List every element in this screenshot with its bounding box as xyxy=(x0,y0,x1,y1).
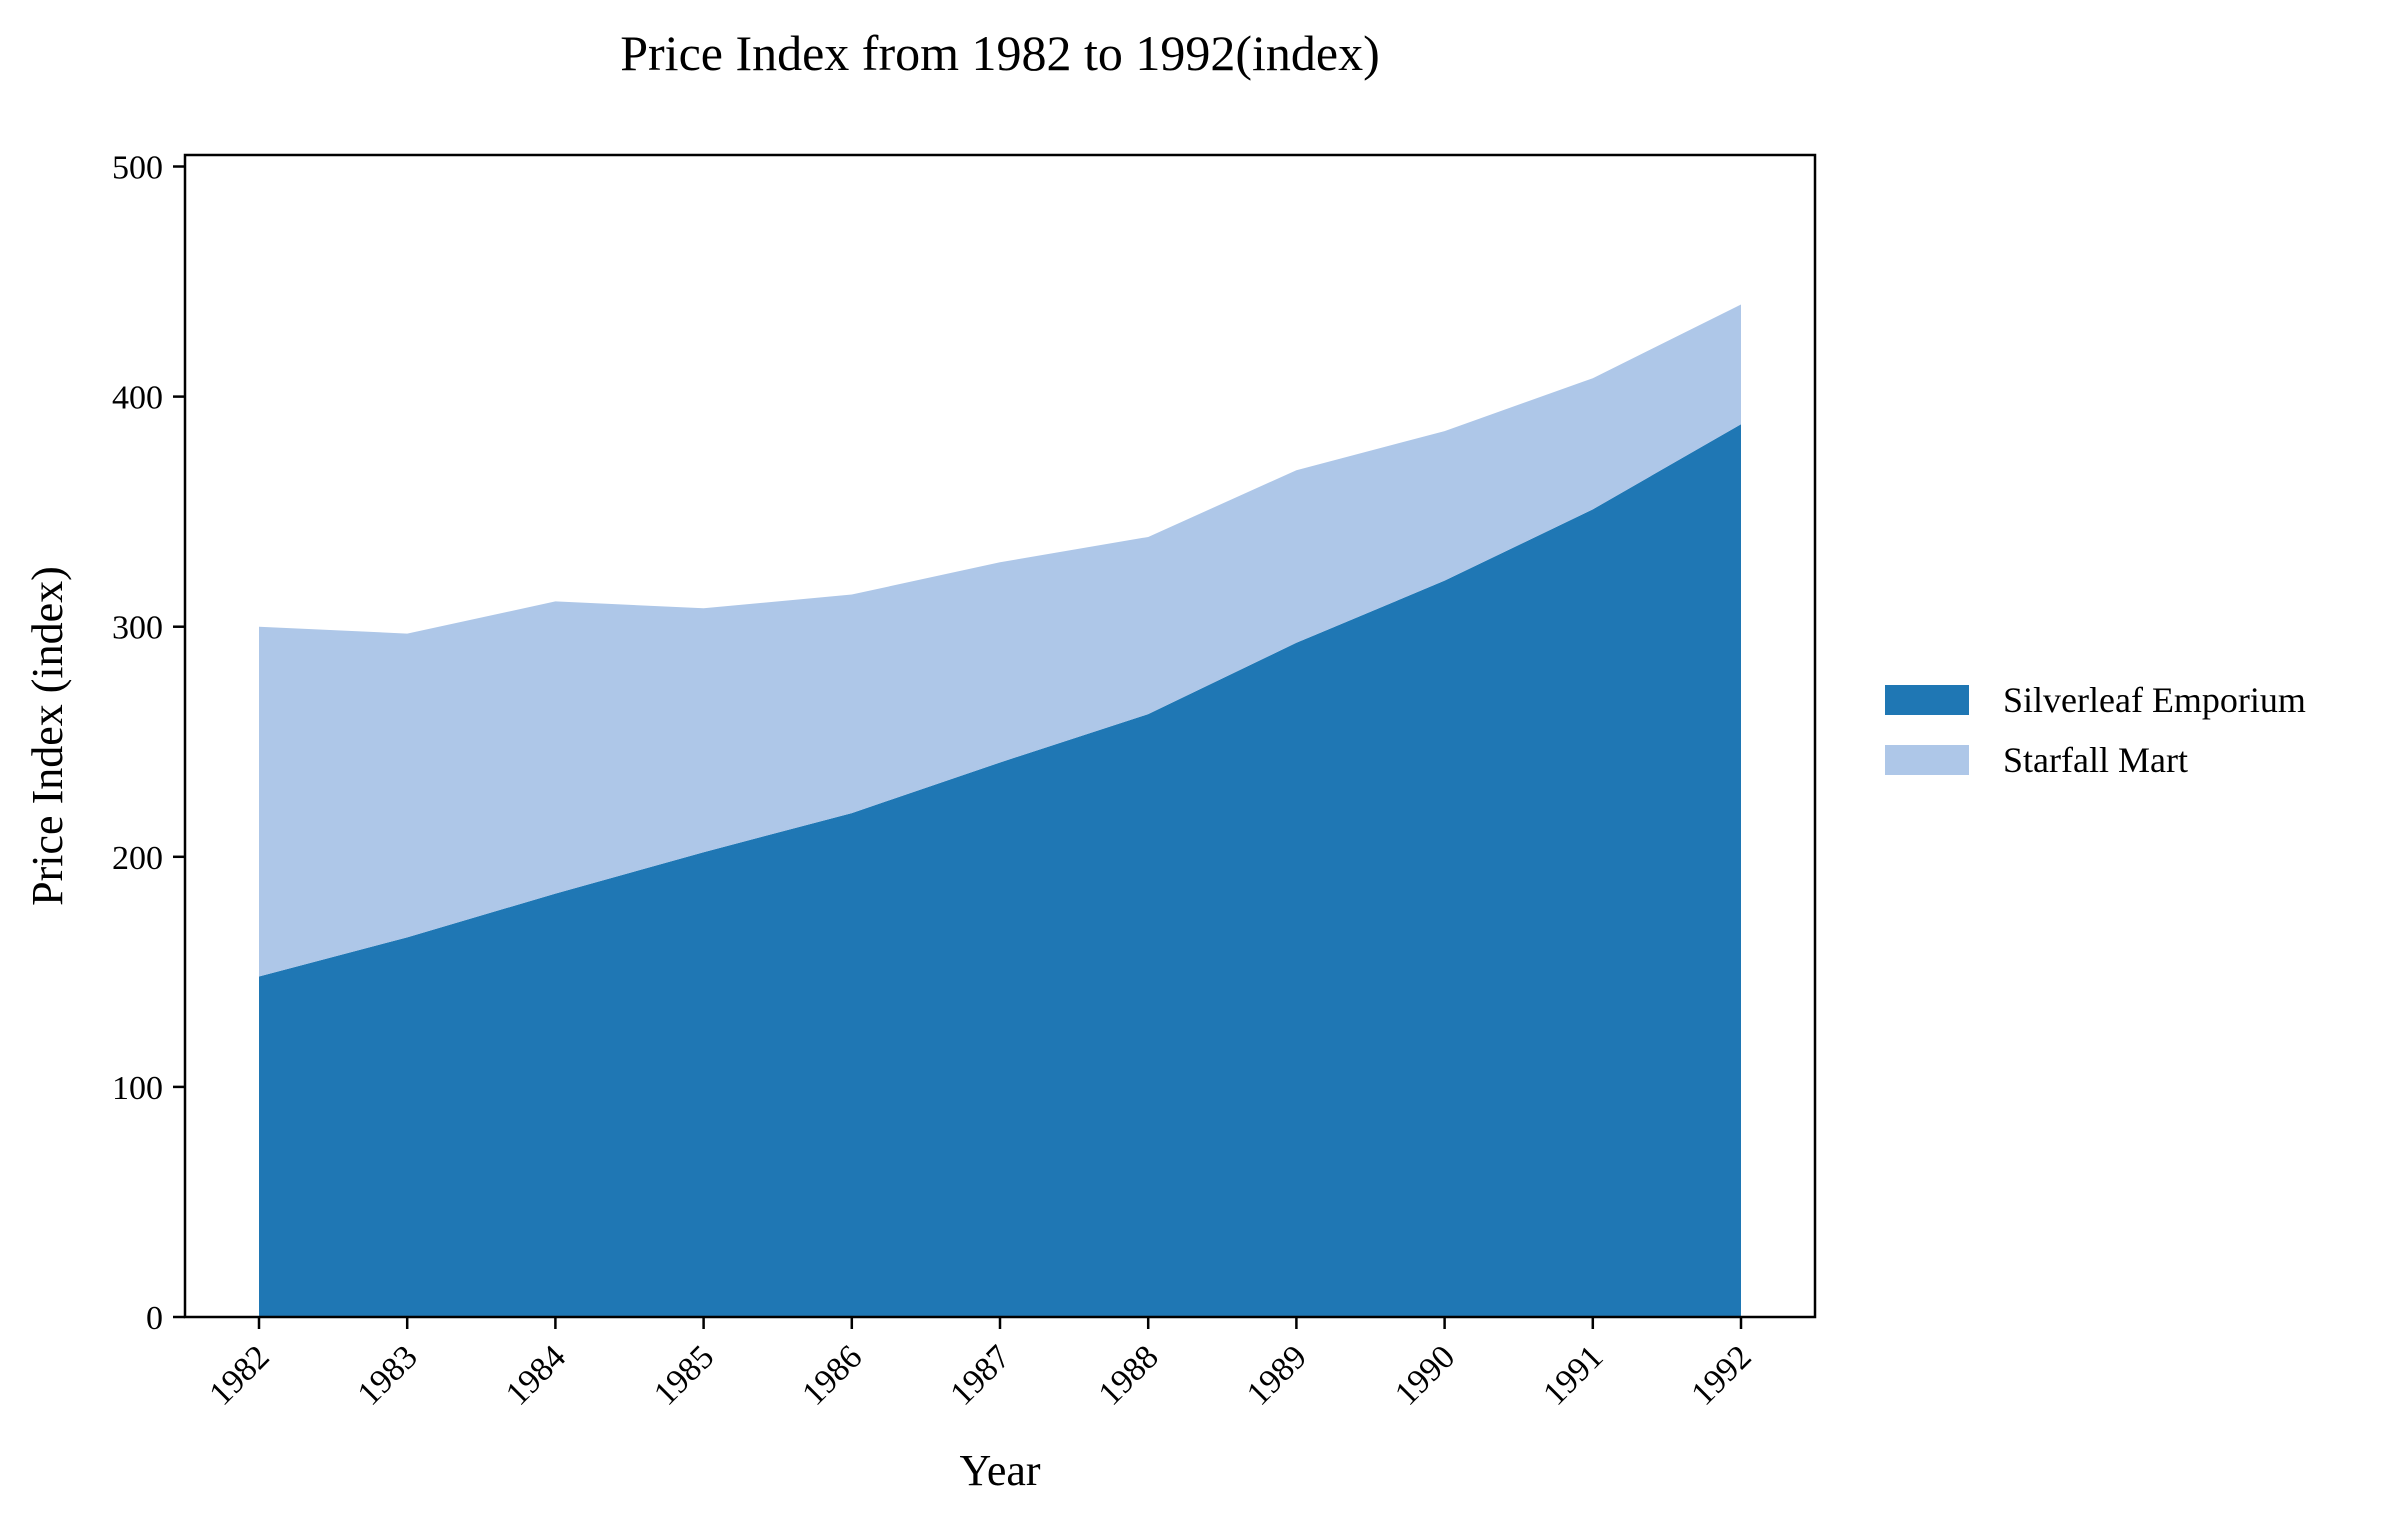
y-tick-label: 400 xyxy=(112,380,163,417)
legend-label-starfall-mart: Starfall Mart xyxy=(2003,740,2188,780)
x-tick-label: 1988 xyxy=(1092,1338,1166,1412)
legend-swatch-starfall-mart xyxy=(1885,745,1969,775)
x-tick-label: 1986 xyxy=(795,1338,869,1412)
areas-layer xyxy=(259,304,1741,1318)
area-silverleaf-emporium xyxy=(259,424,1741,1318)
y-tick-label: 500 xyxy=(112,150,163,187)
x-tick-label: 1982 xyxy=(202,1338,276,1412)
y-tick-label: 200 xyxy=(112,840,163,877)
x-tick-label: 1989 xyxy=(1240,1338,1314,1412)
chart-title: Price Index from 1982 to 1992(index) xyxy=(620,25,1380,81)
x-tick-label: 1983 xyxy=(351,1338,425,1412)
y-axis-label: Price Index (index) xyxy=(23,566,72,906)
legend: Silverleaf Emporium Starfall Mart xyxy=(1885,680,2306,780)
legend-swatch-silverleaf-emporium xyxy=(1885,685,1969,715)
legend-label-silverleaf-emporium: Silverleaf Emporium xyxy=(2003,680,2306,720)
x-tick-label: 1985 xyxy=(647,1338,721,1412)
area-starfall-mart xyxy=(259,304,1741,977)
x-tick-label: 1987 xyxy=(943,1338,1017,1412)
x-tick-label: 1992 xyxy=(1684,1338,1758,1412)
x-axis: 1982 1983 1984 1985 1986 1987 1988 1989 1990 1991… xyxy=(202,1317,1759,1413)
y-axis: 0 100 200 300 400 500 xyxy=(112,150,185,1337)
x-tick-label: 1984 xyxy=(499,1338,573,1412)
y-tick-label: 0 xyxy=(146,1300,163,1337)
x-tick-label: 1991 xyxy=(1536,1338,1610,1412)
x-tick-label: 1990 xyxy=(1388,1338,1462,1412)
y-tick-label: 100 xyxy=(112,1070,163,1107)
y-tick-label: 300 xyxy=(112,610,163,647)
x-axis-label: Year xyxy=(959,1446,1040,1495)
